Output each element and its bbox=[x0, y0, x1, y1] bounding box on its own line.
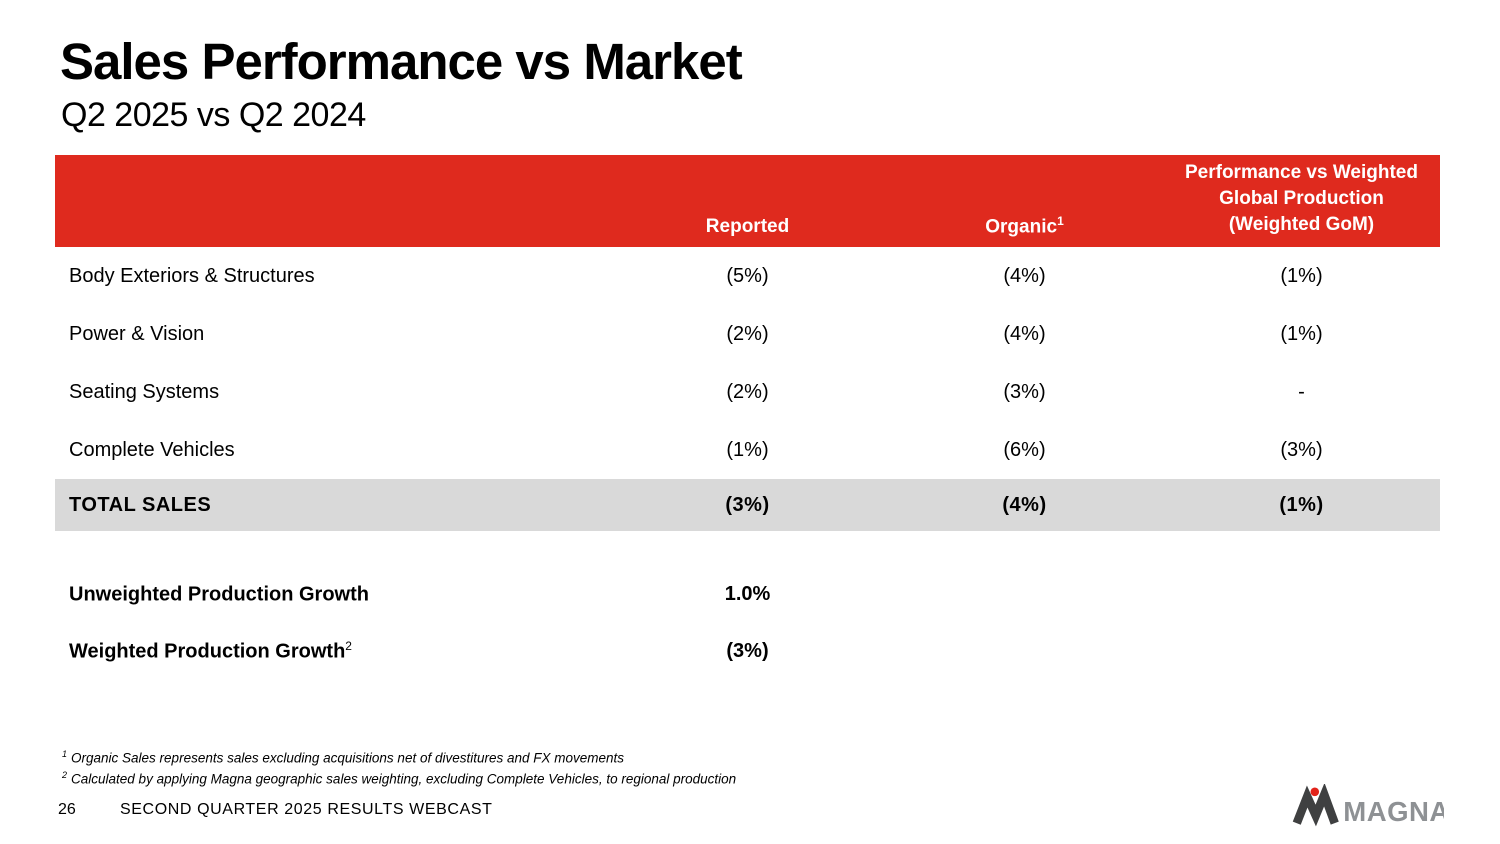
unweighted-growth-label: Unweighted Production Growth bbox=[69, 583, 369, 606]
footnote-marker: 1 bbox=[62, 749, 68, 759]
footnotes: 1 Organic Sales represents sales excludin… bbox=[62, 746, 736, 787]
table-row: Body Exteriors & Structures (5%) (4%) (1… bbox=[55, 247, 1440, 305]
column-header-organic: Organic1 bbox=[886, 214, 1163, 238]
row-label: Weighted Production Growth2 bbox=[55, 639, 609, 664]
column-header-organic-label: Organic bbox=[985, 216, 1058, 237]
weighted-gom-line1: Performance vs Weighted bbox=[1184, 162, 1418, 183]
production-row-weighted: Weighted Production Growth2 (3%) bbox=[55, 623, 1440, 680]
weighted-gom-line2: Global Production bbox=[1219, 188, 1384, 209]
weighted-gom-line3: (Weighted GoM) bbox=[1228, 214, 1375, 235]
organic-footnote-marker: 1 bbox=[1057, 213, 1064, 228]
footnote-text: Organic Sales represents sales excluding… bbox=[71, 750, 625, 766]
cell-organic: (4%) bbox=[1003, 264, 1046, 287]
cell-weighted-gom: (3%) bbox=[1280, 438, 1323, 461]
column-header-reported: Reported bbox=[609, 216, 886, 238]
row-label: TOTAL SALES bbox=[69, 493, 212, 516]
page-number: 26 bbox=[58, 801, 76, 818]
cell-reported: (2%) bbox=[726, 380, 769, 403]
table-header-row: Reported Organic1 Performance vs Weighte… bbox=[55, 155, 1440, 247]
cell-weighted-gom: (1%) bbox=[1280, 322, 1323, 345]
footnote-line: 2 Calculated by applying Magna geographic… bbox=[62, 767, 736, 788]
cell-weighted-gom: - bbox=[1298, 380, 1305, 403]
footnote-marker: 2 bbox=[62, 769, 68, 780]
cell-organic: (6%) bbox=[1003, 438, 1046, 461]
cell-reported: (2%) bbox=[726, 322, 769, 345]
magna-logo-text: MAGNA bbox=[1343, 796, 1444, 827]
cell-organic: (4%) bbox=[1002, 493, 1047, 516]
weighted-growth-label: Weighted Production Growth bbox=[69, 640, 346, 663]
page-title: Sales Performance vs Market bbox=[60, 33, 743, 90]
cell-organic: (3%) bbox=[1003, 380, 1046, 403]
row-label: Complete Vehicles bbox=[69, 438, 235, 461]
cell-reported: (3%) bbox=[725, 493, 770, 516]
cell-organic: (4%) bbox=[1003, 322, 1046, 345]
sales-table: Reported Organic1 Performance vs Weighte… bbox=[55, 155, 1440, 531]
cell-reported: (1%) bbox=[726, 438, 769, 461]
magna-logo: MAGNA bbox=[1292, 784, 1444, 827]
production-row-unweighted: Unweighted Production Growth 1.0% bbox=[55, 566, 1440, 623]
column-header-reported-label: Reported bbox=[705, 216, 790, 237]
row-label: Seating Systems bbox=[69, 380, 220, 403]
production-growth-section: Unweighted Production Growth 1.0% Weight… bbox=[55, 566, 1440, 680]
footnote-text: Calculated by applying Magna geographic … bbox=[71, 771, 737, 786]
cell-weighted-gom: (1%) bbox=[1279, 493, 1324, 516]
weighted-growth-marker: 2 bbox=[345, 639, 352, 654]
row-label: Power & Vision bbox=[69, 322, 205, 345]
cell-value: (3%) bbox=[726, 640, 769, 662]
table-row: Complete Vehicles (1%) (6%) (3%) bbox=[55, 421, 1440, 479]
table-row: Seating Systems (2%) (3%) - bbox=[55, 363, 1440, 421]
row-label: Unweighted Production Growth bbox=[55, 582, 609, 607]
table-row: Power & Vision (2%) (4%) (1%) bbox=[55, 305, 1440, 363]
cell-value: 1.0% bbox=[724, 583, 771, 605]
cell-weighted-gom: (1%) bbox=[1280, 264, 1323, 287]
row-label: Body Exteriors & Structures bbox=[69, 264, 315, 287]
magna-logo-dot bbox=[1310, 787, 1320, 797]
footnote-line: 1 Organic Sales represents sales excludin… bbox=[62, 746, 736, 767]
footer-label: SECOND QUARTER 2025 RESULTS WEBCAST bbox=[120, 801, 493, 818]
page-subtitle: Q2 2025 vs Q2 2024 bbox=[61, 96, 366, 134]
magna-logo-mark-icon bbox=[1292, 784, 1339, 827]
total-sales-row: TOTAL SALES (3%) (4%) (1%) bbox=[55, 479, 1440, 531]
column-header-weighted-gom: Performance vs Weighted Global Productio… bbox=[1163, 160, 1440, 238]
cell-reported: (5%) bbox=[726, 264, 769, 287]
